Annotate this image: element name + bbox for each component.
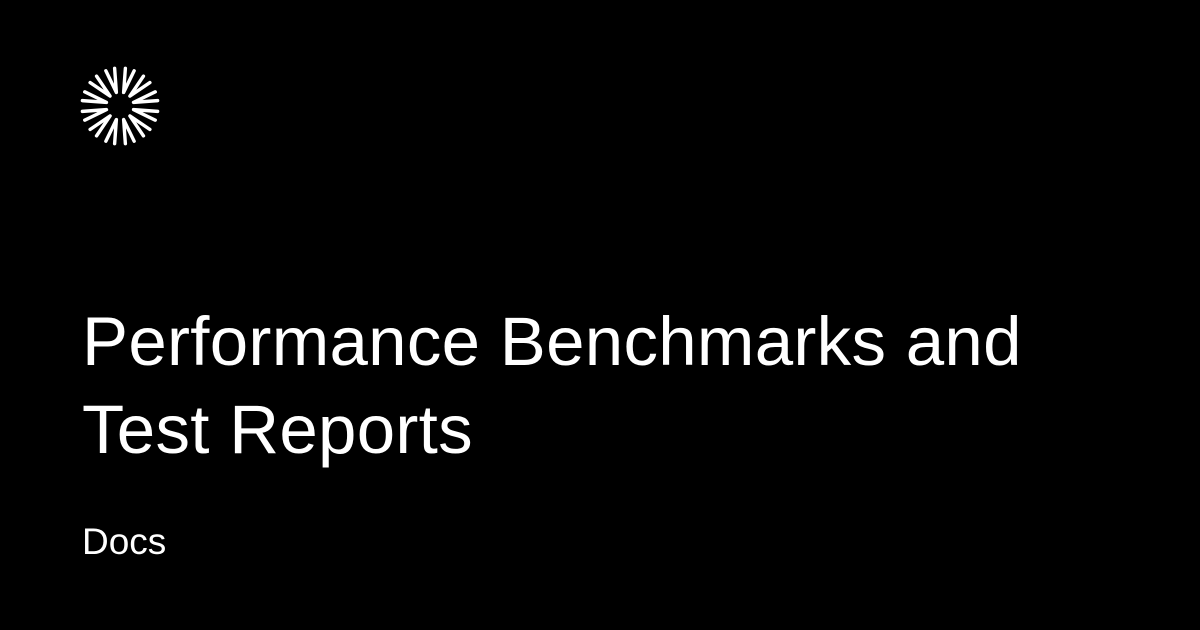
starburst-ray [131,107,160,122]
starburst-ray [128,74,152,98]
starburst-ray [80,90,109,105]
starburst-icon [78,64,162,148]
starburst-ray [80,107,109,122]
starburst-ray [128,114,152,138]
starburst-ray [104,117,119,146]
starburst-ray [131,90,160,105]
starburst-ray [88,74,112,98]
starburst-ray [121,117,136,146]
starburst-logo-svg [80,66,160,146]
page-title: Performance Benchmarks and Test Reports [82,303,1022,468]
section-label: Docs [82,521,167,562]
starburst-ray [88,114,112,138]
starburst-ray [104,66,119,95]
starburst-ray [121,66,136,95]
